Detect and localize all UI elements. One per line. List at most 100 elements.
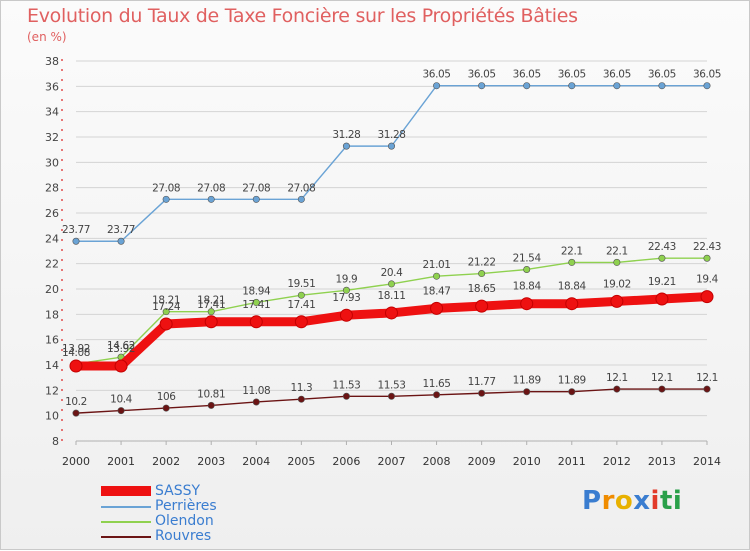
data-point-perrires: [523, 82, 531, 90]
data-point-rouvres: [478, 389, 486, 397]
y-tick-label: 38: [45, 55, 59, 68]
x-tick-label: 2000: [62, 455, 90, 468]
data-label-perrires: 36.05: [423, 69, 451, 81]
data-label-sassy: 13.92: [107, 343, 135, 355]
data-point-sassy: [159, 317, 173, 331]
data-label-olendon: 14.08: [62, 347, 90, 359]
data-point-sassy: [385, 306, 398, 320]
data-label-rouvres: 10.2: [65, 396, 87, 408]
data-label-sassy: 18.84: [513, 281, 542, 293]
y-tick-label: 10: [45, 410, 59, 423]
data-point-rouvres: [297, 395, 305, 403]
data-label-rouvres: 11.53: [377, 379, 405, 391]
data-label-olendon: 21.54: [513, 252, 542, 264]
data-label-sassy: 13.92: [62, 343, 90, 355]
data-label-olendon: 18.21: [152, 295, 180, 307]
y-tick-label: 24: [45, 232, 59, 245]
y-tick-label: 14: [45, 359, 59, 372]
data-point-rouvres: [252, 398, 260, 406]
y-tick-label: 18: [45, 308, 59, 321]
y-tick-label: 34: [45, 106, 59, 119]
data-point-olendon: [342, 286, 350, 294]
data-point-sassy: [69, 359, 83, 373]
data-label-olendon: 20.4: [381, 267, 403, 279]
chart-unit: (en %): [27, 30, 67, 44]
data-label-sassy: 19.4: [696, 274, 718, 286]
data-point-perrires: [342, 142, 350, 150]
data-label-sassy: 19.02: [603, 278, 631, 290]
data-point-sassy: [700, 290, 714, 304]
data-point-olendon: [568, 258, 576, 266]
data-label-sassy: 18.11: [377, 290, 405, 302]
data-label-rouvres: 11.65: [423, 378, 451, 390]
x-tick-label: 2007: [378, 455, 406, 468]
data-label-perrires: 36.05: [648, 69, 676, 81]
data-point-olendon: [252, 298, 260, 306]
data-point-perrires: [162, 195, 170, 203]
data-label-sassy: 17.93: [332, 292, 360, 304]
y-tick-label: 30: [45, 156, 59, 169]
legend-label-sassy: SASSY: [155, 483, 201, 499]
data-label-olendon: 21.22: [468, 257, 496, 269]
y-tick-label: 20: [45, 283, 59, 296]
x-tick-label: 2003: [197, 455, 225, 468]
data-label-olendon: 22.1: [606, 245, 628, 257]
data-label-olendon: 18.21: [197, 295, 225, 307]
data-point-rouvres: [342, 392, 350, 400]
data-point-perrires: [207, 195, 215, 203]
data-label-sassy: 18.84: [558, 281, 587, 293]
y-tick-label: 36: [45, 80, 59, 93]
data-label-perrires: 27.08: [152, 182, 180, 194]
data-label-sassy: 18.65: [468, 283, 496, 295]
data-point-rouvres: [613, 385, 621, 393]
data-label-perrires: 23.77: [62, 224, 90, 236]
data-label-rouvres: 11.3: [290, 382, 312, 394]
data-point-sassy: [430, 301, 444, 315]
proxiti-logo: Proxiti: [582, 486, 682, 516]
series-line-perrires: [75, 84, 708, 242]
data-point-rouvres: [568, 388, 576, 396]
data-label-sassy: 17.24: [152, 301, 181, 313]
data-point-sassy: [475, 299, 489, 313]
data-point-perrires: [297, 195, 305, 203]
data-point-perrires: [387, 142, 395, 150]
data-point-sassy: [114, 359, 128, 373]
y-tick-label: 22: [45, 258, 59, 271]
x-tick-label: 2012: [603, 455, 631, 468]
data-point-perrires: [703, 82, 711, 90]
x-tick-label: 2001: [107, 455, 135, 468]
data-point-sassy: [520, 297, 534, 311]
x-tick-label: 2008: [423, 455, 451, 468]
data-point-sassy: [249, 315, 263, 329]
logo-letter: P: [582, 486, 602, 516]
data-point-perrires: [433, 82, 441, 90]
data-point-rouvres: [117, 407, 125, 415]
data-point-perrires: [568, 82, 576, 90]
legend-label-perrieres: Perrières: [155, 498, 217, 514]
data-label-perrires: 36.05: [603, 69, 631, 81]
data-label-perrires: 27.08: [197, 182, 225, 194]
data-label-rouvres: 106: [157, 391, 177, 403]
data-label-perrires: 36.05: [558, 69, 586, 81]
data-point-sassy: [204, 315, 218, 329]
data-point-perrires: [252, 195, 260, 203]
data-label-rouvres: 11.89: [513, 375, 541, 387]
data-label-rouvres: 10.4: [110, 394, 132, 406]
data-label-sassy: 17.41: [287, 299, 315, 311]
data-label-olendon: 19.9: [336, 273, 358, 285]
x-tick-label: 2009: [468, 455, 496, 468]
chart-title: Evolution du Taux de Taxe Foncière sur l…: [27, 5, 578, 27]
data-label-sassy: 19.21: [648, 276, 676, 288]
legend-swatch-rouvres: [101, 536, 151, 538]
data-label-perrires: 27.08: [242, 182, 270, 194]
data-point-perrires: [478, 82, 486, 90]
x-tick-label: 2013: [648, 455, 676, 468]
data-point-olendon: [523, 265, 531, 273]
logo-letter: t: [659, 486, 673, 516]
data-label-rouvres: 11.77: [468, 376, 496, 388]
y-tick-label: 32: [45, 131, 59, 144]
legend-label-olendon: Olendon: [155, 513, 214, 529]
data-label-rouvres: 10.81: [197, 388, 225, 400]
data-point-olendon: [613, 258, 621, 266]
